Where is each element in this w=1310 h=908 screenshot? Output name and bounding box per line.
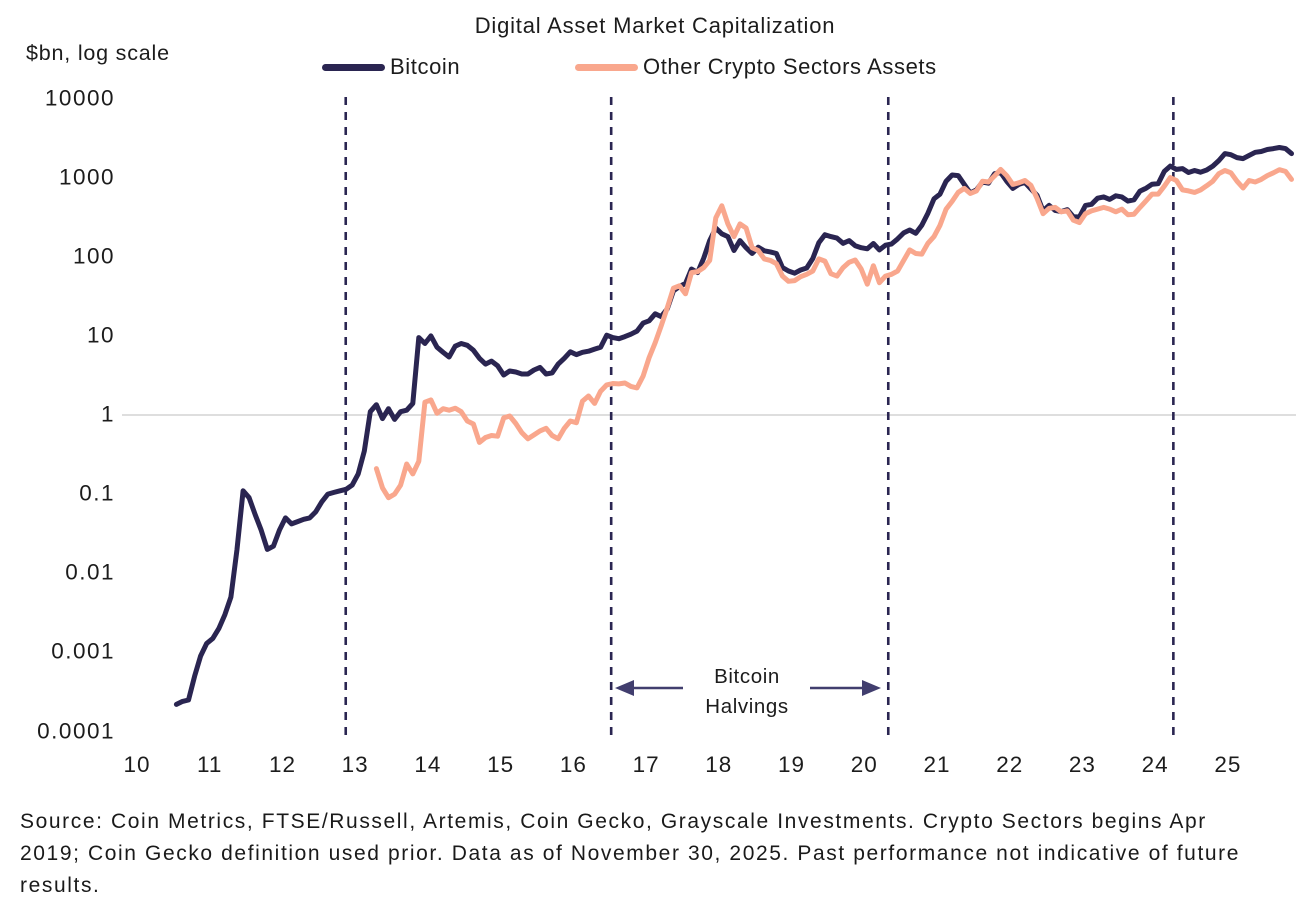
x-tick-label: 11 (197, 752, 223, 777)
y-tick-label: 0.0001 (37, 717, 115, 743)
y-tick-label: 0.01 (65, 559, 115, 585)
y-axis-unit-label: $bn, log scale (26, 41, 170, 65)
y-tick-label: 0.001 (51, 638, 115, 664)
series-line-bitcoin (173, 145, 1294, 707)
legend-label-other-crypto: Other Crypto Sectors Assets (643, 54, 937, 79)
line-chart-plot (122, 97, 1296, 742)
x-tick-label: 24 (1141, 752, 1169, 777)
x-tick-label: 19 (778, 752, 806, 777)
x-tick-label: 21 (923, 752, 951, 777)
x-axis-tick-labels: 10 11 12 13 14 15 16 17 18 19 20 21 22 23 24 25 (123, 752, 1242, 777)
left-arrow-head-icon (615, 680, 634, 696)
y-tick-label: 1 (100, 401, 115, 427)
y-tick-label: 10000 (44, 84, 115, 110)
x-tick-label: 15 (487, 752, 515, 777)
bitcoin-halvings-annotation-line2: Halvings (705, 695, 789, 718)
bitcoin-halvings-annotation-line1: Bitcoin (714, 665, 780, 688)
y-axis-tick-labels: 10000 1000 100 10 1 0.1 0.01 0.001 0.0001 (0, 0, 115, 790)
chart-title: Digital Asset Market Capitalization (474, 13, 836, 38)
x-tick-label: 23 (1068, 752, 1096, 777)
series-line-other-crypto (373, 166, 1294, 501)
x-tick-label: 10 (123, 752, 151, 777)
y-tick-label: 1000 (58, 164, 115, 190)
legend-label-bitcoin: Bitcoin (390, 54, 461, 79)
x-tick-label: 25 (1214, 752, 1242, 777)
x-tick-label: 16 (559, 752, 587, 777)
legend-swatch-bitcoin (322, 63, 385, 71)
x-tick-label: 18 (705, 752, 733, 777)
x-tick-label: 14 (414, 752, 442, 777)
x-tick-label: 12 (268, 752, 296, 777)
x-tick-label: 17 (632, 752, 660, 777)
legend-item-other-crypto: Other Crypto Sectors Assets (575, 54, 937, 79)
x-tick-label: 20 (850, 752, 878, 777)
x-tick-label: 13 (341, 752, 369, 777)
y-tick-label: 100 (72, 243, 115, 269)
x-tick-label: 22 (996, 752, 1024, 777)
source-note: Source: Coin Metrics, FTSE/Russell, Arte… (20, 810, 1241, 897)
right-arrow-head-icon (862, 680, 881, 696)
bitcoin-halvings-annotation: Bitcoin Halvings (705, 662, 788, 722)
y-tick-label: 10 (86, 322, 115, 348)
legend-item-bitcoin: Bitcoin (322, 54, 461, 79)
y-tick-label: 0.1 (79, 480, 115, 506)
legend-swatch-other-crypto (575, 63, 638, 71)
